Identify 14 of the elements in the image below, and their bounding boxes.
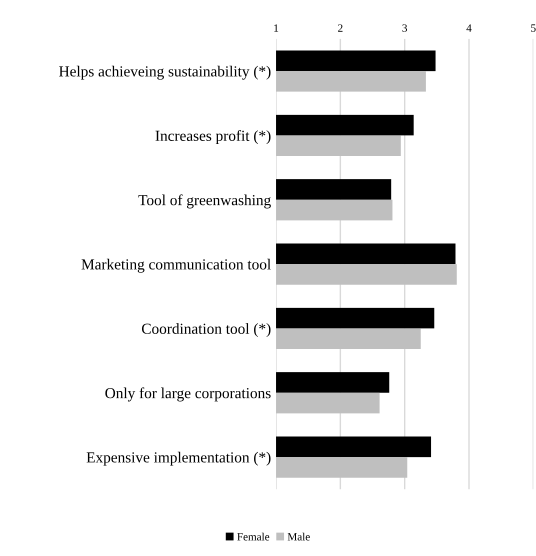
x-tick-label: 3: [402, 24, 408, 32]
legend-label: Female: [237, 532, 270, 541]
y-tick-label: Coordination tool (*): [142, 323, 271, 337]
y-tick-label: Increases profit (*): [156, 130, 271, 144]
x-tick-label: 5: [531, 24, 536, 32]
y-tick-label: Only for large corporations: [105, 387, 271, 402]
y-tick-label: Marketing communication tool: [82, 258, 271, 273]
x-tick-label: 2: [338, 24, 343, 32]
y-tick-label: Helps achieveing sustainability (*): [59, 66, 270, 80]
y-tick-label: Tool of greenwashing: [138, 194, 271, 208]
legend-label: Male: [288, 532, 310, 541]
x-tick-label: 4: [466, 24, 472, 32]
x-tick-label: 1: [274, 24, 278, 32]
y-tick-label: Expensive implementation (*): [86, 452, 271, 466]
